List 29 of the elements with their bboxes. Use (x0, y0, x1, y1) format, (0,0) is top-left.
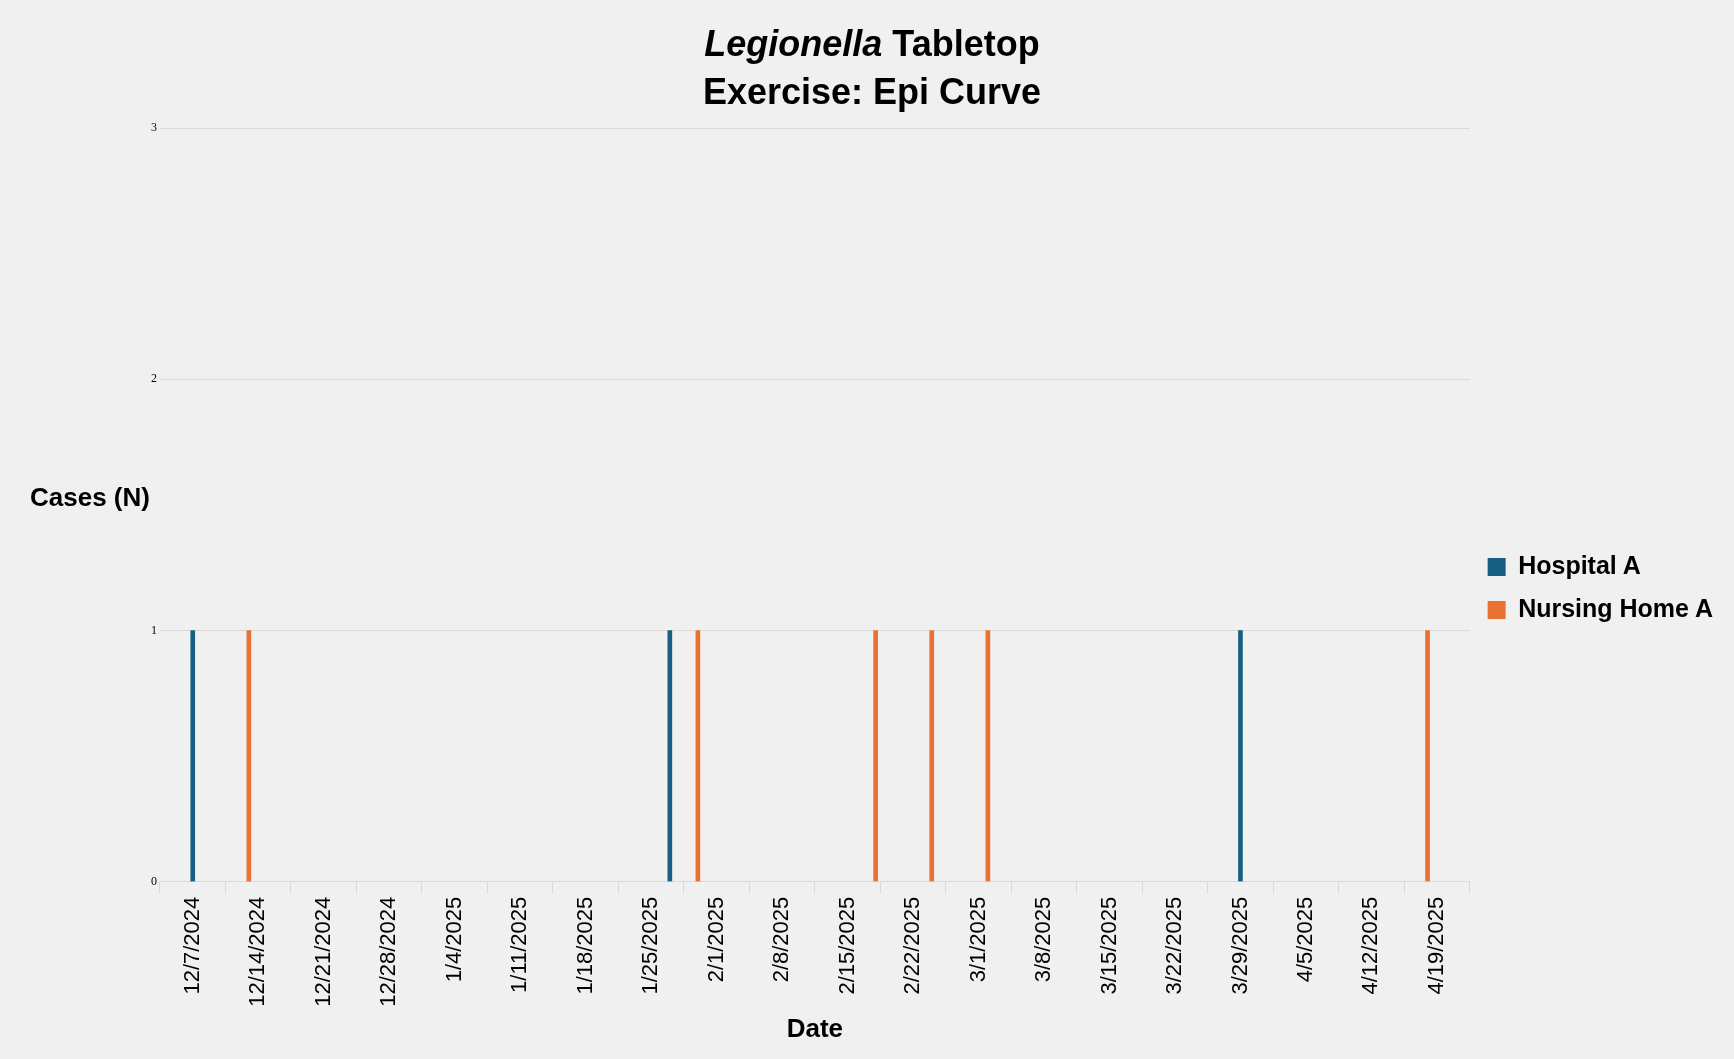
x-tick-label: 12/21/2024 (309, 896, 335, 1007)
x-tick-label: 3/1/2025 (964, 896, 990, 983)
x-axis-title: Date (786, 1012, 843, 1043)
x-tick-label: 4/5/2025 (1292, 896, 1318, 983)
y-tick-label: 2 (151, 371, 157, 386)
x-tick-label: 3/22/2025 (1161, 896, 1187, 995)
x-tick-label: 2/1/2025 (702, 896, 728, 983)
x-tick-label: 2/22/2025 (899, 896, 925, 995)
x-tick-label: 1/11/2025 (506, 896, 532, 993)
legend-label: Hospital A (1518, 550, 1641, 579)
x-tick-label: 12/14/2024 (244, 896, 270, 1007)
x-tick-label: 3/15/2025 (1095, 896, 1121, 995)
x-tick-label: 12/7/2024 (178, 896, 204, 995)
legend-label: Nursing Home A (1518, 593, 1714, 622)
x-tick-label: 2/8/2025 (768, 896, 794, 983)
x-tick-label: 2/15/2025 (833, 896, 859, 995)
y-tick-label: 0 (151, 873, 157, 888)
x-tick-label: 1/18/2025 (571, 896, 597, 995)
x-tick-label: 1/25/2025 (637, 896, 663, 995)
y-tick-label: 3 (151, 120, 157, 135)
x-tick-label: 3/29/2025 (1226, 896, 1252, 995)
y-tick-label: 1 (151, 622, 157, 637)
x-tick-label: 4/12/2025 (1357, 896, 1383, 995)
x-tick-label: 12/28/2024 (375, 896, 401, 1007)
chart-title: Legionella Tabletop Exercise: Epi Curve (701, 22, 1043, 114)
y-axis-title: Cases (N) (30, 482, 150, 513)
x-tick-label: 4/19/2025 (1422, 896, 1448, 995)
x-tick-label: 1/4/2025 (440, 896, 466, 983)
x-tick-label: 3/8/2025 (1030, 896, 1056, 983)
